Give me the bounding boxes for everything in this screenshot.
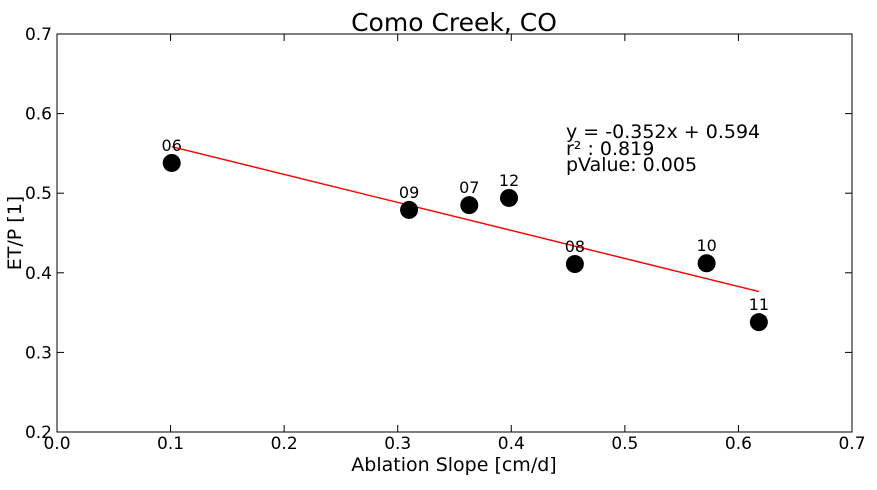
y-tick-label: 0.7 <box>25 25 52 45</box>
y-axis-ticks: 0.2 0.3 0.4 0.5 0.6 0.7 <box>25 25 852 443</box>
regression-line-group <box>171 145 760 293</box>
data-point-label: 11 <box>749 295 769 314</box>
x-tick-label: 0.7 <box>838 434 865 454</box>
data-point <box>162 153 181 172</box>
x-tick-label: 0.3 <box>384 434 411 454</box>
y-axis-label: ET/P [1] <box>4 196 26 270</box>
x-tick-label: 0.1 <box>157 434 184 454</box>
data-point <box>749 313 768 332</box>
data-point <box>400 200 419 219</box>
data-points <box>162 153 768 332</box>
x-tick-label: 0.0 <box>43 434 70 454</box>
data-point <box>697 254 716 273</box>
x-axis-ticks: 0.0 0.1 0.2 0.3 0.4 0.5 0.6 0.7 <box>43 34 866 454</box>
regression-line <box>171 145 760 293</box>
x-tick-label: 0.2 <box>271 434 298 454</box>
p-value: pValue: 0.005 <box>566 154 697 176</box>
data-point-label: 10 <box>696 236 716 255</box>
x-tick-label: 0.5 <box>611 434 638 454</box>
data-point <box>565 255 584 274</box>
x-axis-label: Ablation Slope [cm/d] <box>351 454 556 476</box>
plot-area-frame <box>56 33 853 433</box>
data-point-label: 09 <box>399 183 419 202</box>
y-tick-label: 0.5 <box>25 184 52 204</box>
regression-equation: y = -0.352x + 0.594 <box>566 121 760 143</box>
data-point-label: 08 <box>565 237 585 256</box>
y-tick-label: 0.3 <box>25 343 52 363</box>
y-tick-label: 0.2 <box>25 423 52 443</box>
y-tick-label: 0.6 <box>25 105 52 125</box>
x-tick-label: 0.4 <box>498 434 525 454</box>
chart-title: Como Creek, CO <box>351 8 557 37</box>
data-point-label: 12 <box>499 171 519 190</box>
data-point <box>500 188 519 207</box>
data-point-label: 06 <box>162 136 182 155</box>
r-squared-value: r² : 0.819 <box>566 138 654 160</box>
y-tick-label: 0.4 <box>25 264 52 284</box>
data-point-label: 07 <box>459 178 479 197</box>
point-labels: 06 09 07 12 08 10 11 <box>162 136 770 314</box>
data-point <box>460 196 479 215</box>
x-tick-label: 0.6 <box>725 434 752 454</box>
